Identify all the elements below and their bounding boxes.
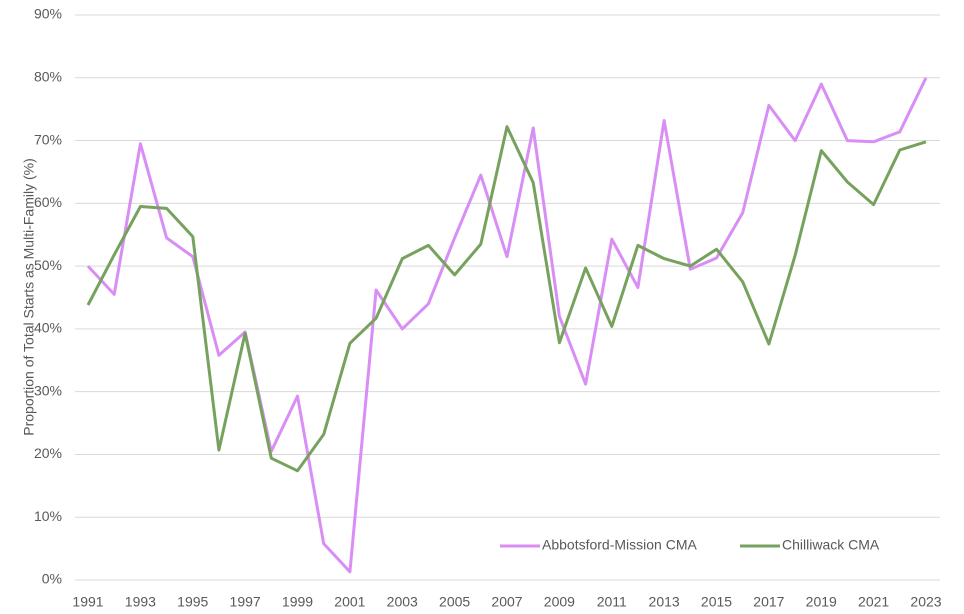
legend-label: Abbotsford-Mission CMA [542, 537, 697, 553]
y-tick-label: 10% [34, 508, 62, 524]
x-tick-label: 2003 [387, 594, 418, 610]
y-tick-label: 0% [42, 571, 62, 587]
series-line [86, 125, 927, 473]
x-tick-label: 1993 [125, 594, 156, 610]
x-tick-label: 1997 [230, 594, 261, 610]
y-tick-label: 80% [34, 68, 62, 84]
x-tick-label: 2007 [491, 594, 522, 610]
y-tick-label: 20% [34, 445, 62, 461]
y-tick-label: 30% [34, 382, 62, 398]
x-tick-label: 2013 [649, 594, 680, 610]
y-tick-label: 50% [34, 257, 62, 273]
legend-label: Chilliwack CMA [782, 537, 880, 553]
x-tick-label: 2001 [334, 594, 365, 610]
y-axis-label: Proportion of Total Starts as Multi-Fami… [21, 158, 37, 436]
x-tick-label: 2011 [597, 594, 627, 610]
x-tick-label: 2009 [544, 594, 575, 610]
x-tick-label: 2015 [701, 594, 732, 610]
series-line [86, 77, 928, 574]
x-tick-label: 2019 [806, 594, 837, 610]
y-tick-label: 90% [34, 6, 62, 22]
x-tick-label: 2017 [753, 594, 784, 610]
x-tick-label: 2021 [858, 594, 889, 610]
x-tick-label: 1995 [177, 594, 208, 610]
y-tick-label: 60% [34, 194, 62, 210]
y-tick-label: 70% [34, 131, 62, 147]
x-tick-label: 2005 [439, 594, 470, 610]
x-tick-label: 1991 [72, 594, 103, 610]
y-tick-label: 40% [34, 320, 62, 336]
x-tick-label: 2023 [910, 594, 941, 610]
x-tick-label: 1999 [282, 594, 313, 610]
